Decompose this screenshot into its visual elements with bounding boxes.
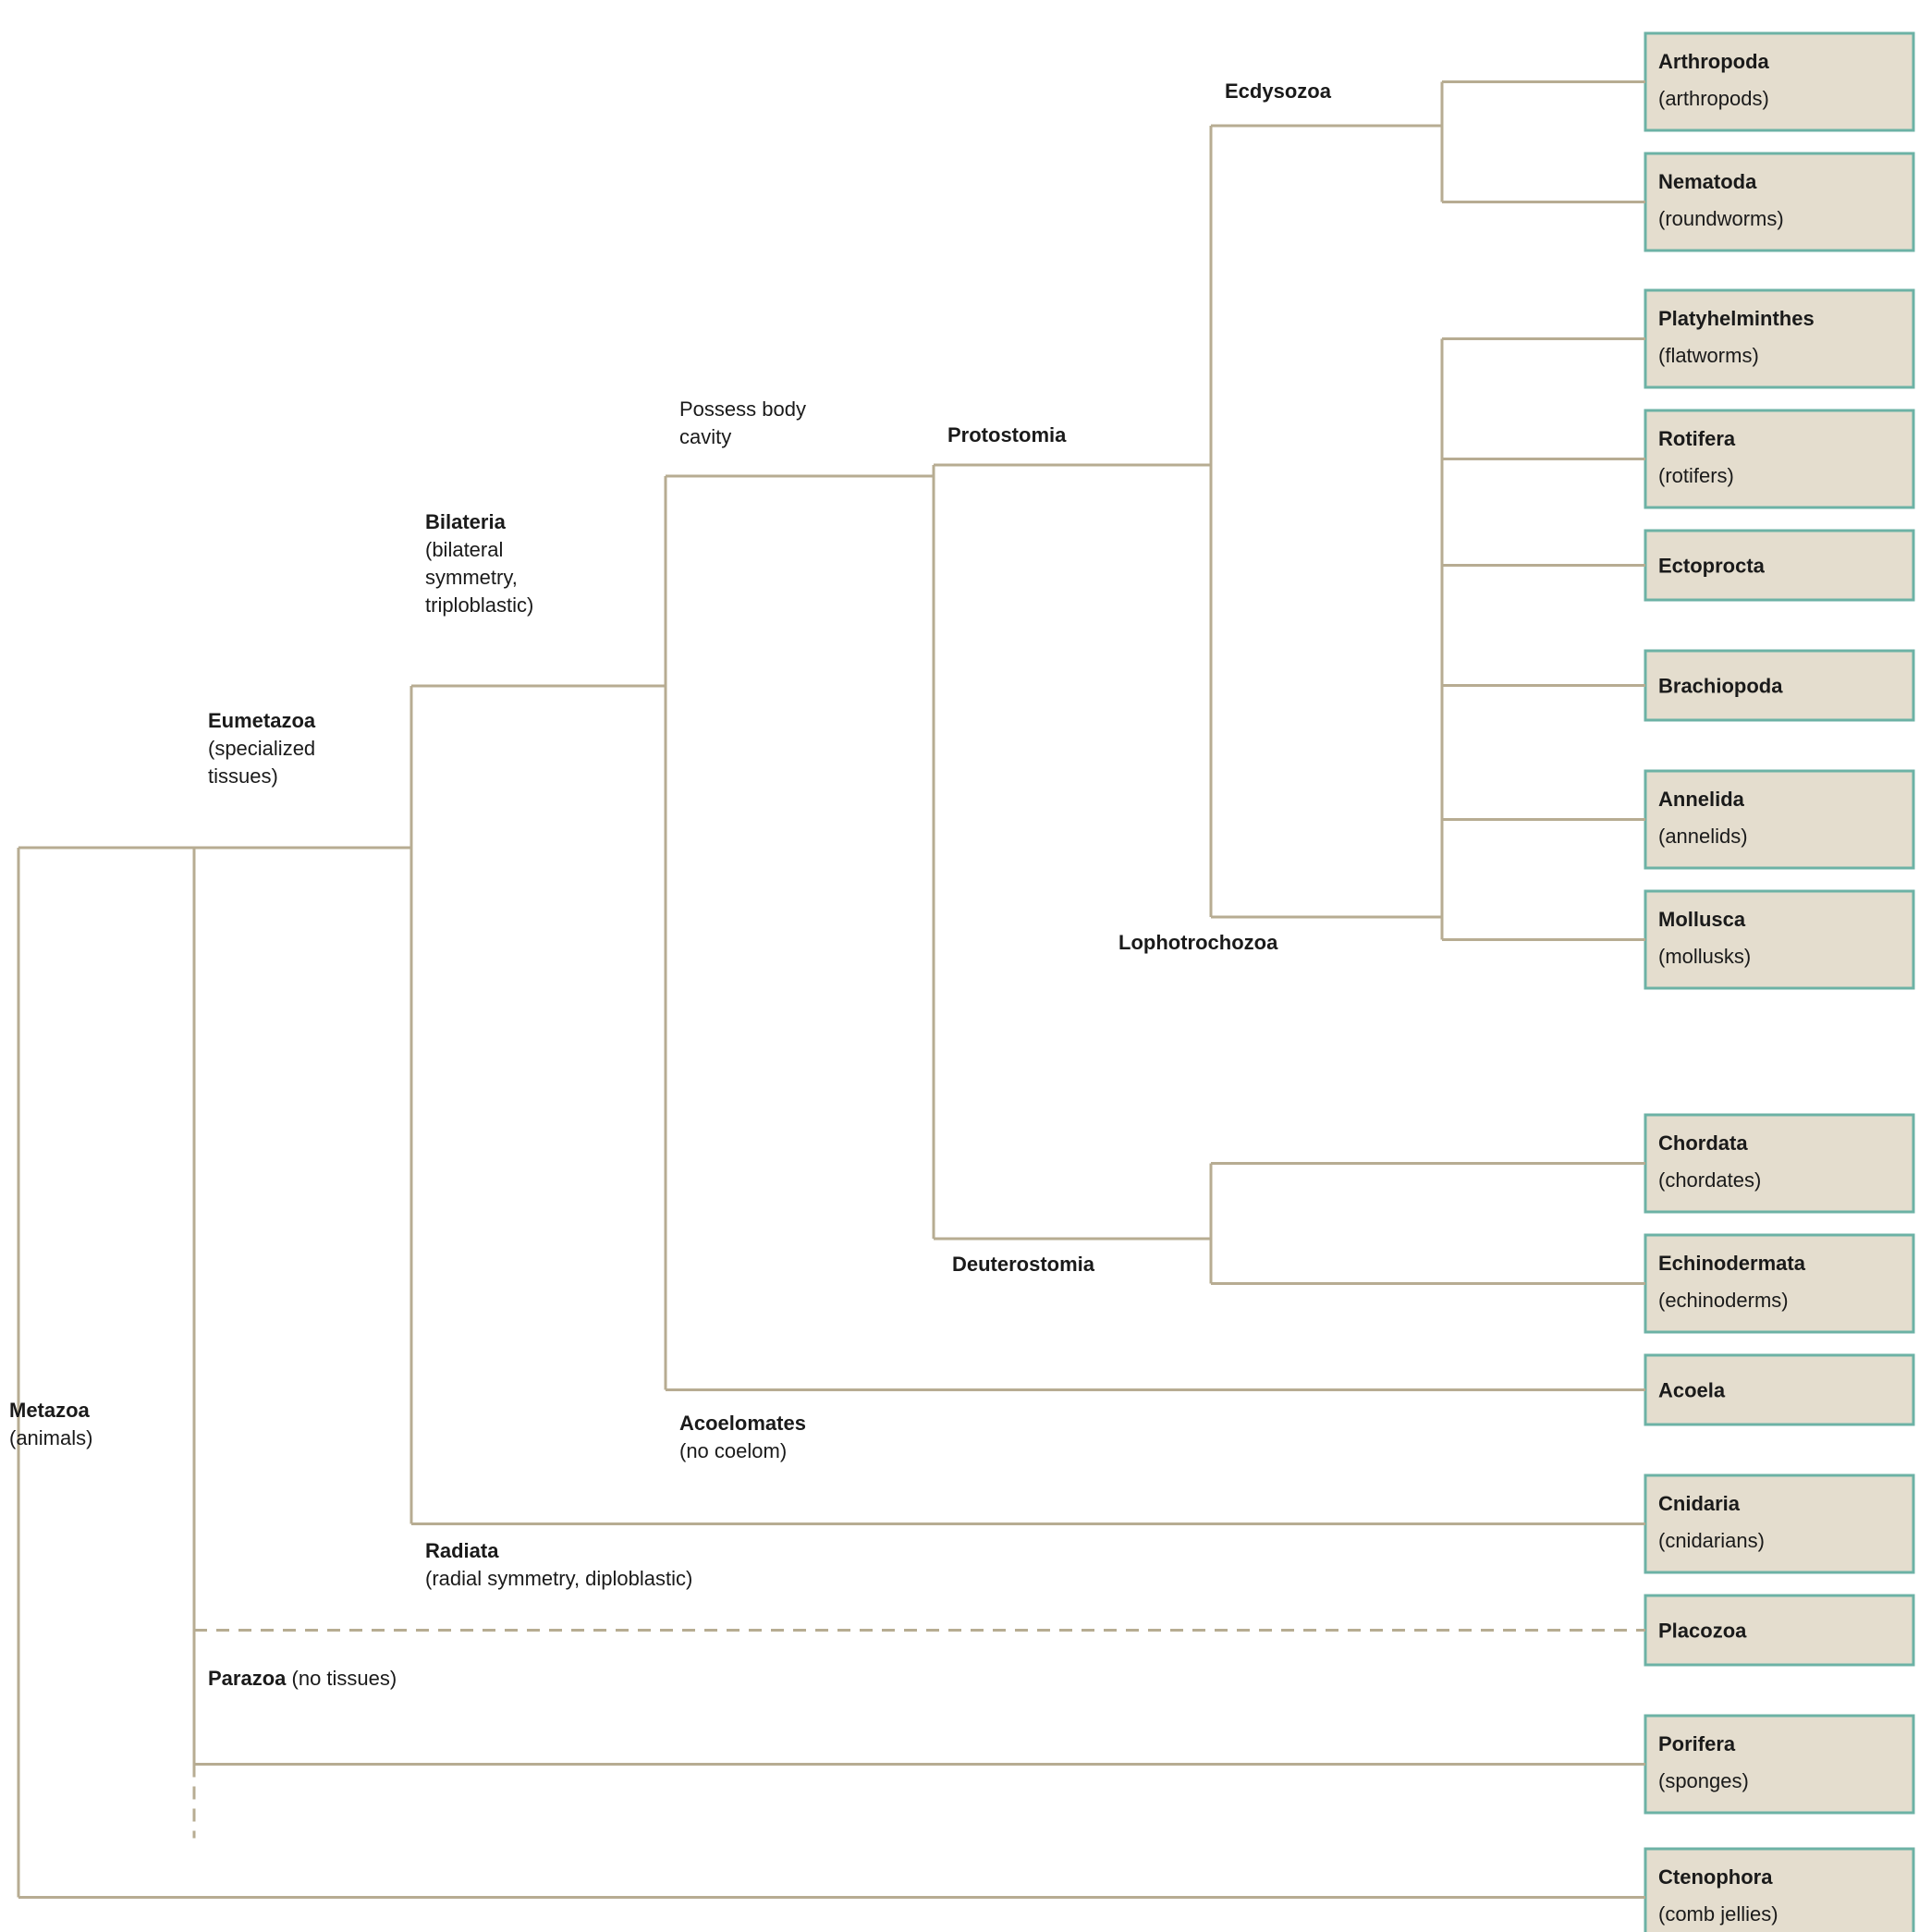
node-eumetazoa: (specialized bbox=[208, 737, 315, 760]
taxon-box-arthropoda bbox=[1645, 33, 1913, 130]
taxon-name-porifera: Porifera bbox=[1658, 1732, 1736, 1755]
taxon-name-rotifera: Rotifera bbox=[1658, 427, 1736, 450]
node-bilateria: triploblastic) bbox=[425, 593, 533, 617]
node-radiata: (radial symmetry, diploblastic) bbox=[425, 1567, 692, 1590]
taxon-box-rotifera bbox=[1645, 410, 1913, 507]
taxon-common-cnidaria: (cnidarians) bbox=[1658, 1529, 1765, 1552]
taxon-box-porifera bbox=[1645, 1716, 1913, 1813]
taxon-box-mollusca bbox=[1645, 891, 1913, 988]
taxon-name-placozoa: Placozoa bbox=[1658, 1620, 1747, 1643]
node-bilateria: symmetry, bbox=[425, 566, 518, 589]
taxon-name-cnidaria: Cnidaria bbox=[1658, 1492, 1741, 1515]
node-metazoa: (animals) bbox=[9, 1426, 92, 1449]
taxon-box-echinodermata bbox=[1645, 1235, 1913, 1332]
taxon-name-chordata: Chordata bbox=[1658, 1131, 1748, 1155]
taxon-common-annelida: (annelids) bbox=[1658, 825, 1748, 848]
taxon-box-annelida bbox=[1645, 771, 1913, 868]
node-metazoa: Metazoa bbox=[9, 1399, 91, 1422]
taxon-name-ctenophora: Ctenophora bbox=[1658, 1865, 1773, 1889]
taxon-name-ectoprocta: Ectoprocta bbox=[1658, 555, 1766, 578]
taxon-name-mollusca: Mollusca bbox=[1658, 908, 1746, 931]
node-parazoa: Parazoa (no tissues) bbox=[208, 1667, 397, 1690]
taxon-box-cnidaria bbox=[1645, 1475, 1913, 1572]
node-eumetazoa: tissues) bbox=[208, 764, 278, 788]
node-bilateria: (bilateral bbox=[425, 538, 503, 561]
taxon-common-mollusca: (mollusks) bbox=[1658, 945, 1751, 968]
taxon-common-platyhelminthes: (flatworms) bbox=[1658, 344, 1759, 367]
taxon-box-chordata bbox=[1645, 1115, 1913, 1212]
taxon-name-arthropoda: Arthropoda bbox=[1658, 50, 1770, 73]
node-body-cavity: Possess body bbox=[679, 397, 806, 421]
taxon-name-acoela: Acoela bbox=[1658, 1379, 1726, 1402]
taxon-common-porifera: (sponges) bbox=[1658, 1769, 1749, 1792]
node-ecdysozoa: Ecdysozoa bbox=[1225, 79, 1332, 103]
node-eumetazoa: Eumetazoa bbox=[208, 709, 316, 732]
node-body-cavity: cavity bbox=[679, 425, 731, 448]
taxon-common-rotifera: (rotifers) bbox=[1658, 464, 1734, 487]
node-lophotrochozoa: Lophotrochozoa bbox=[1118, 931, 1278, 954]
taxon-name-nematoda: Nematoda bbox=[1658, 170, 1757, 193]
taxon-common-nematoda: (roundworms) bbox=[1658, 207, 1784, 230]
taxon-common-ctenophora: (comb jellies) bbox=[1658, 1902, 1778, 1926]
node-acoelomates: Acoelomates bbox=[679, 1412, 806, 1435]
taxon-common-echinodermata: (echinoderms) bbox=[1658, 1289, 1789, 1312]
taxon-common-arthropoda: (arthropods) bbox=[1658, 87, 1769, 110]
taxon-box-platyhelminthes bbox=[1645, 290, 1913, 387]
taxon-name-annelida: Annelida bbox=[1658, 788, 1745, 811]
taxon-name-platyhelminthes: Platyhelminthes bbox=[1658, 307, 1815, 330]
node-protostomia: Protostomia bbox=[947, 423, 1067, 446]
node-acoelomates: (no coelom) bbox=[679, 1439, 787, 1462]
node-bilateria: Bilateria bbox=[425, 510, 507, 533]
node-radiata: Radiata bbox=[425, 1539, 499, 1562]
taxon-name-brachiopoda: Brachiopoda bbox=[1658, 675, 1783, 698]
node-deuterostomia: Deuterostomia bbox=[952, 1253, 1095, 1276]
taxon-name-echinodermata: Echinodermata bbox=[1658, 1252, 1806, 1275]
taxon-common-chordata: (chordates) bbox=[1658, 1168, 1761, 1192]
taxon-box-nematoda bbox=[1645, 153, 1913, 251]
